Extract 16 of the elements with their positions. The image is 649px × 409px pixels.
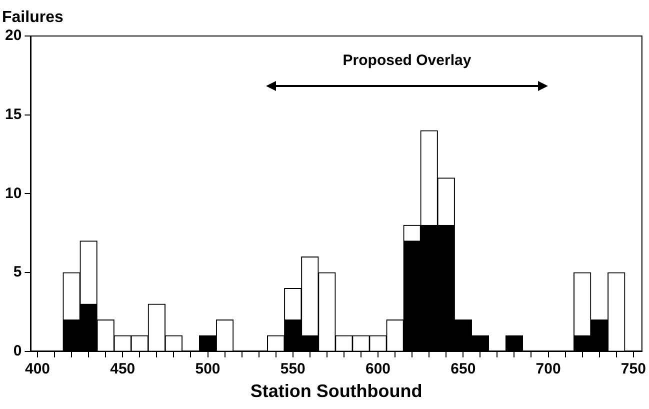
x-tick-label: 700 — [536, 360, 561, 378]
y-tick-label: 10 — [4, 184, 22, 202]
x-tick-label: 550 — [280, 360, 306, 378]
x-tick-label: 400 — [24, 360, 50, 378]
y-axis-title: Failures — [2, 9, 64, 26]
x-tick-label: 750 — [620, 360, 646, 378]
y-tick-label: 15 — [4, 106, 22, 123]
y-tick-label: 20 — [4, 27, 22, 44]
y-tick-label: 5 — [13, 264, 22, 281]
x-axis-title: Station Southbound — [250, 381, 422, 402]
annotation: Proposed Overlay — [342, 52, 472, 69]
x-tick-label: 450 — [110, 360, 136, 378]
x-tick-label: 500 — [195, 360, 220, 378]
x-tick-label: 650 — [450, 360, 476, 378]
x-tick-label: 600 — [366, 360, 391, 378]
y-tick-label: 0 — [13, 342, 22, 360]
